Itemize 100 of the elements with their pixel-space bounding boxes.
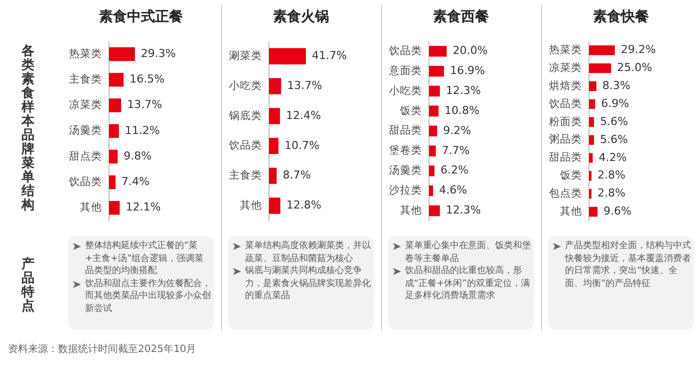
y-tick-label: 甜品类 [549, 150, 582, 164]
y-tick-label: 沙拉类 [389, 184, 422, 197]
data-label: 16.5% [130, 72, 165, 86]
bar [589, 117, 594, 127]
text: 饮品和甜品的比重也较高，形成“正餐+休闲”的双重定位，满足多样化消费场景需求 [405, 265, 531, 302]
bar [109, 72, 124, 87]
data-label: 20.0% [452, 44, 488, 58]
bar [269, 198, 280, 214]
y-tick-label: 涮菜类 [229, 48, 262, 62]
data-label: 9.8% [124, 149, 152, 162]
bar [429, 126, 438, 136]
y-tick-label: 其他 [80, 200, 102, 214]
bar [269, 48, 306, 64]
data-label: 11.2% [124, 124, 160, 137]
y-tick-label: 甜点类 [69, 149, 102, 162]
data-label: 5.6% [600, 114, 628, 128]
data-label: 2.8% [597, 186, 626, 200]
data-label: 10.8% [444, 104, 480, 117]
data-label: 6.9% [601, 96, 630, 110]
data-label: 8.7% [282, 168, 311, 182]
data-label: 6.2% [440, 164, 468, 177]
bar [429, 146, 436, 156]
bar [429, 205, 440, 216]
bar [109, 175, 116, 190]
y-tick-label: 主食类 [229, 168, 262, 182]
y-tick-label: 主食类 [69, 72, 102, 86]
y-tick-label: 烘焙类 [549, 78, 582, 92]
data-label: 2.8% [597, 168, 626, 182]
data-label: 25.0% [617, 61, 652, 74]
bar [589, 63, 612, 74]
data-label: 5.6% [600, 132, 628, 146]
bar [429, 66, 444, 77]
bar [269, 108, 280, 124]
chart-title: 素食西餐 [432, 8, 490, 26]
bar [429, 185, 434, 196]
text: 产品特点 [20, 257, 36, 314]
data-label: 10.7% [284, 138, 320, 152]
text: 锅底与涮菜共同构成核心竞争力，是素食火锅品牌实现差异化的重点菜品 [245, 265, 371, 302]
y-tick-label: 意面类 [388, 64, 422, 77]
y-tick-label: 其他 [560, 204, 582, 218]
bar [589, 206, 598, 217]
bar [589, 153, 593, 163]
data-label: 41.7% [312, 49, 347, 62]
bar [269, 78, 282, 94]
y-tick-label: 热菜类 [549, 43, 582, 56]
data-label: 9.6% [603, 204, 632, 218]
data-label: 13.7% [127, 98, 162, 112]
y-tick-label: 其他 [400, 203, 422, 216]
y-tick-label: 凉菜类 [549, 60, 582, 74]
bar [109, 98, 122, 112]
data-label: 12.3% [446, 204, 481, 217]
bar [269, 138, 278, 154]
text: 整体结构延续中式正餐的“菜+主食+汤”组合逻辑，强调菜品类型的均衡搭配 [85, 240, 205, 278]
data-label: 9.2% [443, 124, 472, 137]
bar [109, 124, 119, 138]
y-tick-label: 粥品类 [549, 132, 582, 146]
data-label: 12.4% [286, 108, 321, 122]
data-label: 7.7% [442, 144, 470, 157]
data-label: 4.6% [439, 184, 468, 197]
y-tick-label: 其他 [240, 198, 262, 212]
bar [589, 99, 596, 109]
text: 各类素食样本品牌菜单结构 [22, 44, 34, 213]
y-tick-label: 小吃类 [229, 78, 262, 92]
y-tick-label: 小吃类 [389, 84, 422, 97]
bar [589, 81, 596, 91]
data-label: 12.1% [126, 200, 161, 214]
bar [589, 45, 615, 56]
y-tick-label: 饭类 [399, 104, 422, 117]
bar [109, 150, 118, 164]
y-tick-label: 热菜类 [69, 46, 102, 60]
bar [429, 46, 447, 57]
y-tick-label: 饮品类 [228, 138, 262, 152]
bar [109, 47, 135, 62]
text: 产品类型相对全面，结构与中式快餐较为接近，基本覆盖消费者的日常需求，突出“快速、全面、均衡”的产品特征 [565, 240, 691, 290]
text: 菜单重心集中在意面、饭类和堡卷等主餐单品 [405, 240, 531, 265]
y-tick-label: 堡卷类 [389, 144, 422, 157]
y-tick-label: 饭类 [559, 168, 582, 182]
data-label: 12.3% [446, 84, 481, 97]
y-tick-label: 甜品类 [389, 124, 422, 137]
data-label: 29.2% [620, 43, 656, 56]
text: 菜单结构高度依赖涮菜类，并以蔬菜、豆制品和菌菇为核心 [245, 240, 371, 265]
y-tick-label: 凉菜类 [69, 98, 102, 112]
data-label: 16.9% [450, 64, 485, 78]
y-tick-label: 汤羹类 [69, 124, 102, 137]
y-tick-label: 饮品类 [388, 44, 422, 57]
y-tick-label: 锅底类 [228, 108, 262, 122]
data-label: 4.2% [598, 150, 627, 164]
y-tick-label: 饮品类 [68, 174, 102, 188]
y-tick-label: 包点类 [549, 186, 582, 200]
bar [429, 165, 434, 176]
y-tick-label: 汤羹类 [389, 164, 422, 177]
bar [589, 135, 594, 145]
chart-title: 素食中式正餐 [98, 8, 184, 26]
bar [109, 200, 120, 215]
data-label: 12.8% [286, 198, 322, 212]
data-label: 8.3% [602, 79, 630, 92]
y-tick-label: 饮品类 [548, 96, 582, 110]
chart-title: 素食火锅 [272, 8, 330, 26]
chart-title: 素食快餐 [592, 8, 650, 26]
data-label: 7.4% [122, 175, 150, 188]
